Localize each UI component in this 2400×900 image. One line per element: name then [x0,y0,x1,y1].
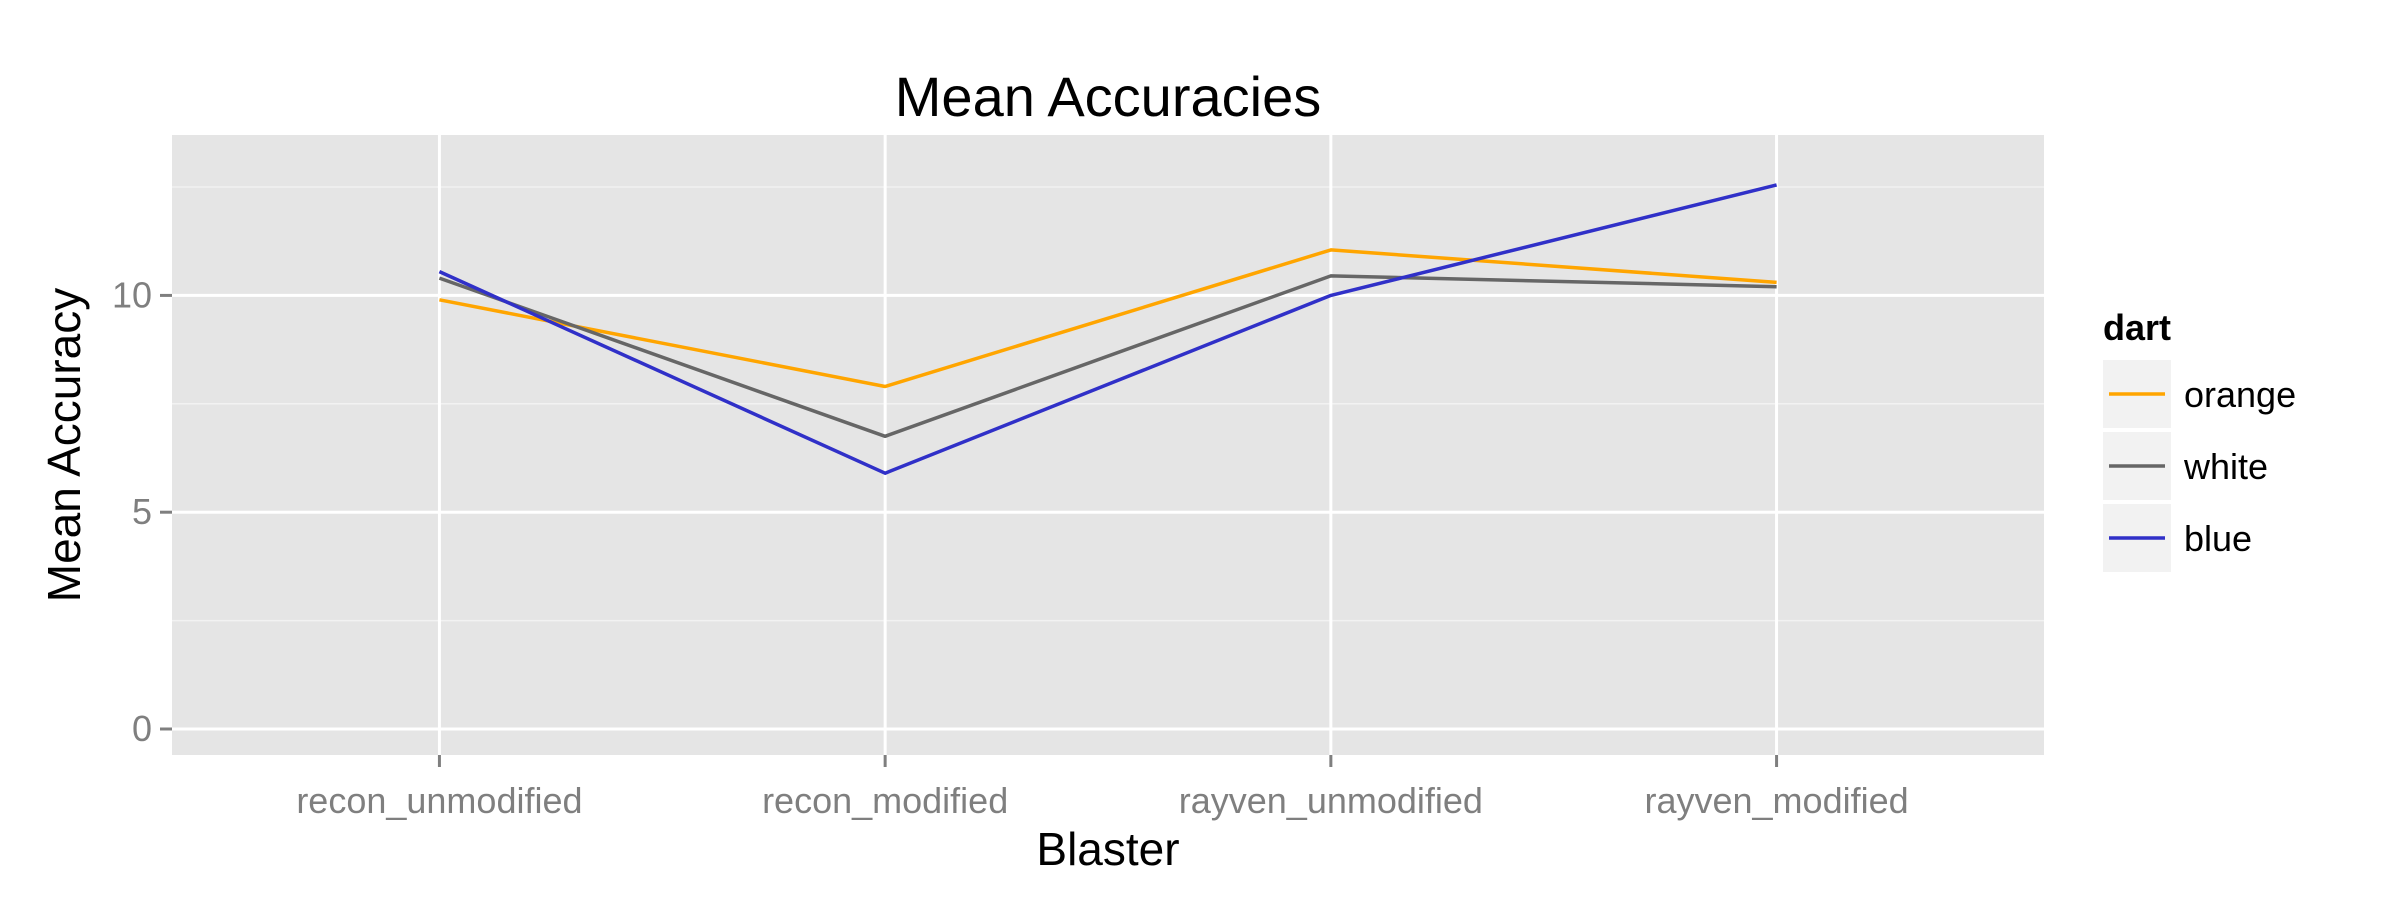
x-tick-label: recon_unmodified [296,780,582,821]
y-axis: 0 5 10 [112,274,172,749]
legend-label-orange: orange [2184,374,2296,415]
x-tick-label: rayven_unmodified [1179,780,1483,821]
chart-title: Mean Accuracies [895,65,1321,128]
x-tick-label: recon_modified [762,780,1008,821]
series-line-white [438,274,1777,439]
minor-gridlines [172,186,2044,622]
series-lines [438,183,1778,475]
legend-label-white: white [2183,446,2268,487]
x-axis-title: Blaster [1036,823,1179,875]
series-line-orange [439,248,1777,389]
y-tick-label: 0 [132,708,152,749]
legend-title: dart [2103,307,2171,348]
legend: dart orange white blue [2103,307,2296,572]
x-axis: recon_unmodified recon_modified rayven_unm… [296,755,1909,821]
series-line-blue [438,183,1778,475]
y-tick-label: 10 [112,274,152,315]
y-axis-title: Mean Accuracy [38,288,90,602]
plot-panel [172,135,2044,755]
x-tick-label: rayven_modified [1644,780,1908,821]
y-tick-label: 5 [132,491,152,532]
legend-label-blue: blue [2184,518,2252,559]
